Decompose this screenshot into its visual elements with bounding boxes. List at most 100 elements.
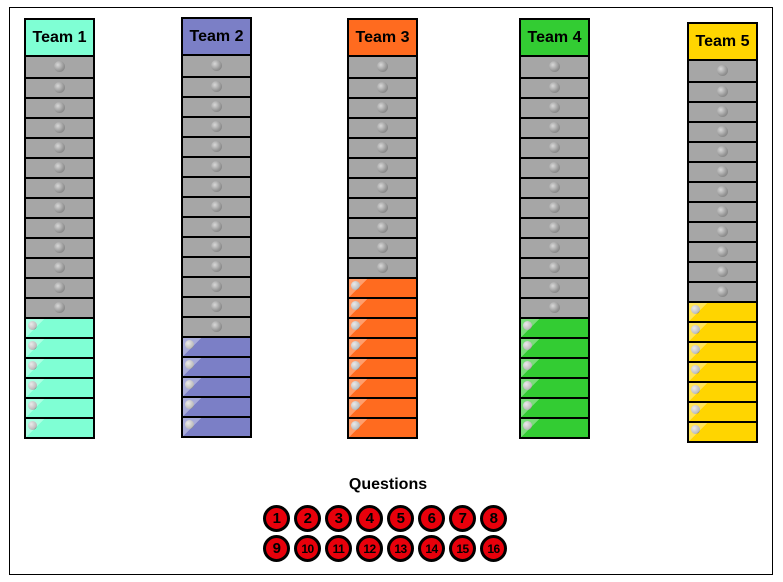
score-cell-empty[interactable] — [183, 276, 250, 296]
question-button-1[interactable]: 1 — [263, 505, 290, 532]
score-cell-filled[interactable] — [689, 381, 756, 401]
score-cell-filled[interactable] — [521, 377, 588, 397]
score-cell-empty[interactable] — [521, 297, 588, 317]
score-cell-filled[interactable] — [349, 377, 416, 397]
score-cell-filled[interactable] — [521, 357, 588, 377]
question-button-14[interactable]: 14 — [418, 535, 445, 562]
question-button-7[interactable]: 7 — [449, 505, 476, 532]
score-cell-empty[interactable] — [183, 156, 250, 176]
score-cell-empty[interactable] — [26, 237, 93, 257]
score-cell-empty[interactable] — [183, 96, 250, 116]
score-cell-empty[interactable] — [183, 76, 250, 96]
score-cell-empty[interactable] — [349, 257, 416, 277]
score-cell-empty[interactable] — [349, 97, 416, 117]
score-cell-empty[interactable] — [26, 97, 93, 117]
score-cell-empty[interactable] — [349, 177, 416, 197]
score-cell-empty[interactable] — [26, 277, 93, 297]
score-cell-filled[interactable] — [26, 317, 93, 337]
score-cell-empty[interactable] — [183, 196, 250, 216]
score-cell-empty[interactable] — [689, 241, 756, 261]
score-cell-filled[interactable] — [689, 401, 756, 421]
score-cell-empty[interactable] — [26, 257, 93, 277]
score-cell-empty[interactable] — [183, 216, 250, 236]
score-cell-empty[interactable] — [26, 297, 93, 317]
score-cell-empty[interactable] — [349, 137, 416, 157]
score-cell-filled[interactable] — [521, 337, 588, 357]
score-cell-empty[interactable] — [183, 116, 250, 136]
score-cell-empty[interactable] — [689, 161, 756, 181]
score-cell-filled[interactable] — [183, 376, 250, 396]
score-cell-empty[interactable] — [689, 201, 756, 221]
score-cell-filled[interactable] — [349, 297, 416, 317]
question-button-5[interactable]: 5 — [387, 505, 414, 532]
question-button-16[interactable]: 16 — [480, 535, 507, 562]
score-cell-empty[interactable] — [26, 197, 93, 217]
score-cell-filled[interactable] — [26, 337, 93, 357]
score-cell-empty[interactable] — [183, 316, 250, 336]
score-cell-filled[interactable] — [689, 301, 756, 321]
score-cell-filled[interactable] — [349, 397, 416, 417]
score-cell-filled[interactable] — [689, 421, 756, 441]
score-cell-empty[interactable] — [26, 117, 93, 137]
team-header-4[interactable]: Team 4 — [521, 20, 588, 57]
score-cell-empty[interactable] — [183, 136, 250, 156]
score-cell-empty[interactable] — [521, 57, 588, 77]
score-cell-filled[interactable] — [183, 336, 250, 356]
score-cell-empty[interactable] — [521, 117, 588, 137]
score-cell-empty[interactable] — [26, 57, 93, 77]
score-cell-empty[interactable] — [689, 181, 756, 201]
score-cell-filled[interactable] — [26, 417, 93, 437]
score-cell-empty[interactable] — [521, 197, 588, 217]
score-cell-empty[interactable] — [689, 141, 756, 161]
score-cell-filled[interactable] — [521, 397, 588, 417]
score-cell-filled[interactable] — [183, 396, 250, 416]
question-button-8[interactable]: 8 — [480, 505, 507, 532]
score-cell-filled[interactable] — [689, 341, 756, 361]
question-button-4[interactable]: 4 — [356, 505, 383, 532]
score-cell-filled[interactable] — [349, 317, 416, 337]
score-cell-empty[interactable] — [349, 157, 416, 177]
score-cell-filled[interactable] — [521, 417, 588, 437]
score-cell-filled[interactable] — [349, 357, 416, 377]
team-header-2[interactable]: Team 2 — [183, 19, 250, 56]
score-cell-empty[interactable] — [521, 137, 588, 157]
score-cell-empty[interactable] — [26, 157, 93, 177]
question-button-13[interactable]: 13 — [387, 535, 414, 562]
score-cell-filled[interactable] — [183, 356, 250, 376]
score-cell-filled[interactable] — [689, 321, 756, 341]
score-cell-filled[interactable] — [689, 361, 756, 381]
score-cell-empty[interactable] — [689, 221, 756, 241]
score-cell-empty[interactable] — [183, 296, 250, 316]
score-cell-filled[interactable] — [521, 317, 588, 337]
team-header-3[interactable]: Team 3 — [349, 20, 416, 57]
score-cell-empty[interactable] — [689, 261, 756, 281]
score-cell-filled[interactable] — [349, 417, 416, 437]
score-cell-empty[interactable] — [26, 177, 93, 197]
score-cell-empty[interactable] — [521, 217, 588, 237]
score-cell-empty[interactable] — [349, 197, 416, 217]
score-cell-empty[interactable] — [521, 157, 588, 177]
question-button-12[interactable]: 12 — [356, 535, 383, 562]
question-button-11[interactable]: 11 — [325, 535, 352, 562]
question-button-10[interactable]: 10 — [294, 535, 321, 562]
score-cell-empty[interactable] — [521, 257, 588, 277]
score-cell-empty[interactable] — [26, 137, 93, 157]
question-button-15[interactable]: 15 — [449, 535, 476, 562]
score-cell-empty[interactable] — [26, 217, 93, 237]
score-cell-empty[interactable] — [521, 237, 588, 257]
score-cell-empty[interactable] — [349, 77, 416, 97]
score-cell-empty[interactable] — [349, 217, 416, 237]
score-cell-empty[interactable] — [26, 77, 93, 97]
score-cell-empty[interactable] — [689, 281, 756, 301]
question-button-2[interactable]: 2 — [294, 505, 321, 532]
score-cell-empty[interactable] — [183, 176, 250, 196]
question-button-3[interactable]: 3 — [325, 505, 352, 532]
question-button-9[interactable]: 9 — [263, 535, 290, 562]
score-cell-filled[interactable] — [183, 416, 250, 436]
score-cell-filled[interactable] — [26, 357, 93, 377]
score-cell-empty[interactable] — [689, 101, 756, 121]
score-cell-filled[interactable] — [26, 377, 93, 397]
score-cell-empty[interactable] — [521, 77, 588, 97]
score-cell-empty[interactable] — [183, 256, 250, 276]
score-cell-empty[interactable] — [521, 97, 588, 117]
